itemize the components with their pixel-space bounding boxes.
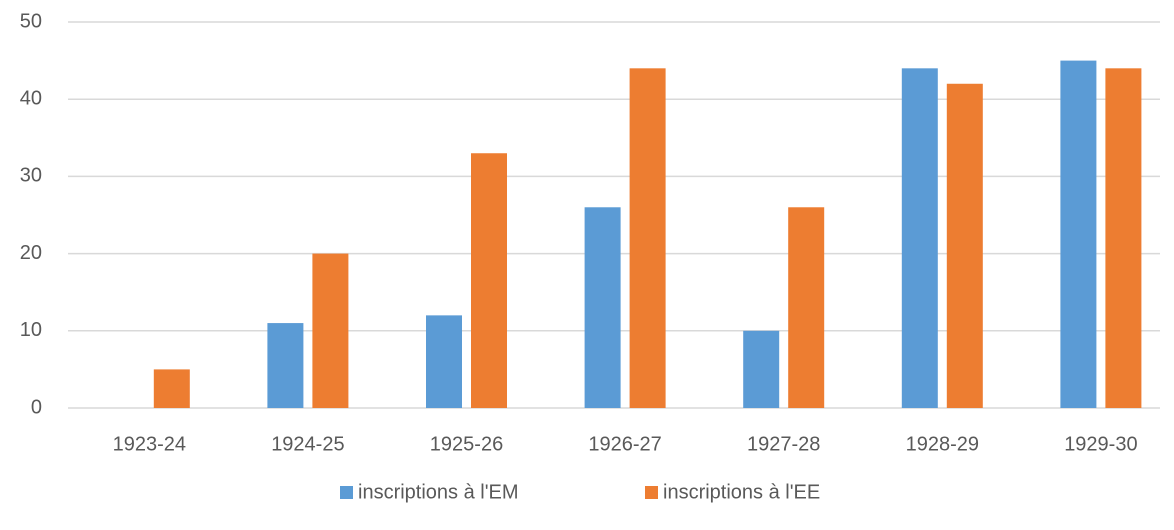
bar <box>471 153 507 408</box>
bar <box>1060 60 1097 408</box>
y-tick-label: 20 <box>20 242 42 264</box>
bar <box>426 315 462 408</box>
y-tick-label: 50 <box>20 10 42 32</box>
y-tick-label: 10 <box>20 319 42 341</box>
bar <box>946 83 983 408</box>
bar <box>788 207 825 408</box>
legend-swatch <box>340 486 353 499</box>
bar <box>629 68 666 408</box>
legend-swatch <box>645 486 658 499</box>
bar <box>153 369 190 408</box>
x-tick-label: 1929-30 <box>1064 433 1137 455</box>
bar <box>584 207 621 408</box>
x-tick-label: 1925-26 <box>430 433 503 455</box>
bar <box>901 68 938 408</box>
x-tick-label: 1924-25 <box>271 433 344 455</box>
y-tick-label: 30 <box>20 165 42 187</box>
x-tick-label: 1928-29 <box>906 433 979 455</box>
bar <box>1105 68 1142 408</box>
y-tick-label: 0 <box>31 396 42 418</box>
x-tick-label: 1926-27 <box>588 433 661 455</box>
legend-label: inscriptions à l'EE <box>663 481 820 503</box>
x-tick-label: 1927-28 <box>747 433 820 455</box>
bar <box>267 323 304 408</box>
y-tick-label: 40 <box>20 87 42 109</box>
bar <box>312 253 349 408</box>
bar <box>743 330 780 408</box>
x-tick-label: 1923-24 <box>113 433 186 455</box>
legend-label: inscriptions à l'EM <box>358 481 519 503</box>
